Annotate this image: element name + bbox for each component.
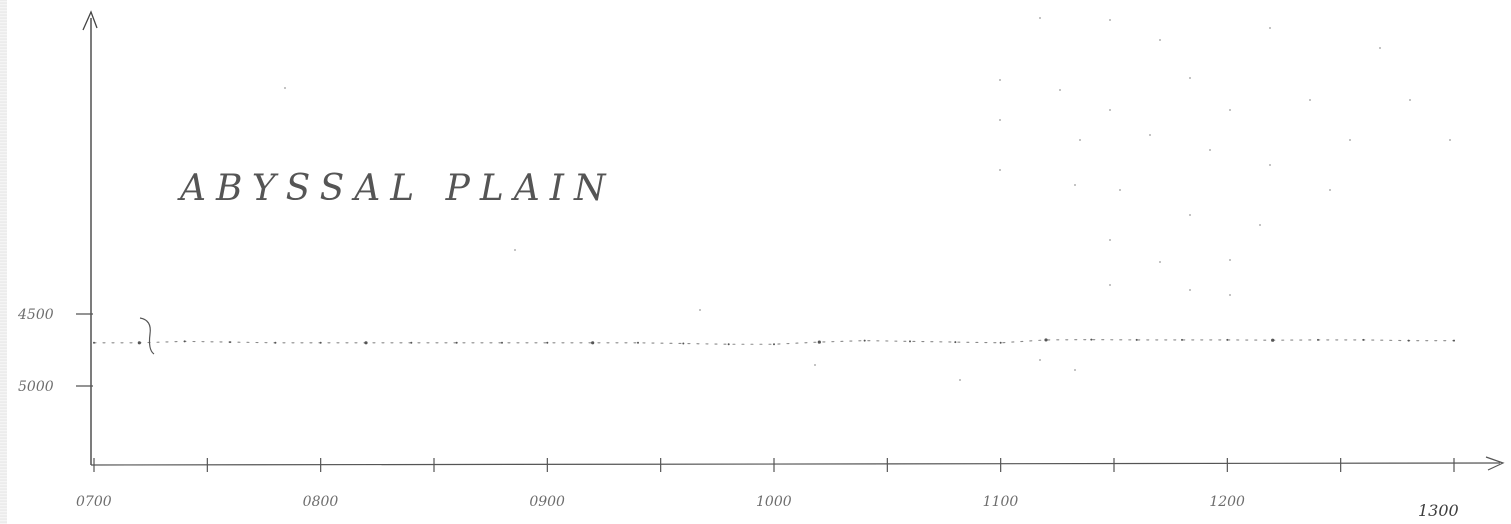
data-point-0-15 <box>773 343 775 346</box>
speck-1 <box>1109 19 1111 21</box>
speck-16 <box>1269 164 1271 166</box>
speck-24 <box>1329 189 1331 191</box>
speck-31 <box>1039 359 1041 361</box>
x-axis-line <box>90 462 1501 466</box>
data-point-0-1 <box>137 341 141 345</box>
speck-13 <box>1079 139 1081 141</box>
x-tick-label-2: 0900 <box>529 494 565 510</box>
data-point-0-26 <box>1271 338 1275 342</box>
paper-edge <box>0 0 7 524</box>
data-point-0-8 <box>455 341 458 344</box>
data-point-0-20 <box>999 341 1002 344</box>
x-tick-label-6: 1300 <box>1418 501 1459 520</box>
x-tick-label-5: 1200 <box>1209 494 1245 510</box>
data-point-0-14 <box>727 343 730 346</box>
x-tick-label-4: 1100 <box>983 494 1019 510</box>
speck-17 <box>1349 139 1351 141</box>
speck-32 <box>1074 369 1076 371</box>
speck-7 <box>1109 109 1111 111</box>
data-point-0-10 <box>546 341 549 344</box>
data-point-0-22 <box>1090 338 1093 341</box>
speck-34 <box>284 87 286 89</box>
speck-23 <box>1259 224 1261 226</box>
x-tick-label-1: 0800 <box>303 494 339 510</box>
x-axis-arrowhead <box>1485 456 1505 471</box>
speck-19 <box>999 169 1001 171</box>
speck-0 <box>1039 17 1041 19</box>
speck-11 <box>1409 99 1411 101</box>
data-point-0-6 <box>364 341 368 345</box>
x-ticks: 0700 0800 0900 1000 1100 1200 1300 <box>76 458 1459 520</box>
speck-27 <box>1229 259 1231 261</box>
speck-35 <box>514 249 516 251</box>
data-point-0-25 <box>1226 338 1229 341</box>
speck-14 <box>1149 134 1151 136</box>
data-point-0-19 <box>954 341 957 344</box>
data-point-0-28 <box>1362 338 1365 341</box>
speck-8 <box>1189 77 1191 79</box>
data-point-0-18 <box>909 340 911 343</box>
speck-6 <box>1059 89 1061 91</box>
speck-20 <box>1074 184 1076 186</box>
data-point-0-0 <box>93 341 95 344</box>
speck-29 <box>1189 289 1191 291</box>
speck-4 <box>1379 47 1381 49</box>
chart-annotation: ABYSSAL PLAIN <box>177 168 615 209</box>
data-point-0-3 <box>229 341 231 344</box>
data-point-0-5 <box>319 341 322 344</box>
data-point-0-2 <box>183 340 186 343</box>
speck-28 <box>1109 284 1111 286</box>
data-point-0-29 <box>1407 339 1410 342</box>
speck-36 <box>699 309 701 311</box>
data-point-0-16 <box>817 340 821 344</box>
x-tick-label-3: 1000 <box>756 494 792 510</box>
speck-21 <box>1119 189 1121 191</box>
data-point-0-23 <box>1135 338 1138 341</box>
speck-2 <box>1159 39 1161 41</box>
axes <box>82 10 1505 471</box>
data-point-0-21 <box>1044 338 1048 342</box>
speck-37 <box>814 364 816 366</box>
speck-10 <box>1309 99 1311 101</box>
data-point-0-11 <box>591 341 595 345</box>
speck-30 <box>1229 294 1231 296</box>
speck-9 <box>1229 109 1231 111</box>
data-point-0-9 <box>501 341 503 344</box>
background-specks <box>284 17 1451 381</box>
speck-5 <box>999 79 1001 81</box>
x-tick-label-0: 0700 <box>76 494 112 510</box>
data-point-0-30 <box>1453 339 1455 342</box>
y-axis-arrowhead <box>82 10 98 31</box>
start-bracket <box>139 317 155 355</box>
data-point-0-17 <box>863 339 866 342</box>
y-tick-label-1: 5000 <box>18 379 54 395</box>
speck-26 <box>1159 261 1161 263</box>
speck-22 <box>1189 214 1191 216</box>
data-point-0-4 <box>274 341 277 344</box>
data-point-0-27 <box>1317 338 1319 341</box>
speck-25 <box>1109 239 1111 241</box>
data-point-0-13 <box>682 342 685 345</box>
speck-33 <box>959 379 961 381</box>
data-point-0-12 <box>637 341 639 344</box>
y-tick-label-0: 4500 <box>17 307 54 323</box>
speck-15 <box>1209 149 1211 151</box>
speck-3 <box>1269 27 1271 29</box>
speck-18 <box>1449 139 1451 141</box>
series-layer <box>93 317 1455 355</box>
data-point-0-7 <box>410 341 413 344</box>
speck-12 <box>999 119 1001 121</box>
y-ticks: 4500 5000 <box>17 307 93 395</box>
data-point-0-24 <box>1181 338 1183 341</box>
